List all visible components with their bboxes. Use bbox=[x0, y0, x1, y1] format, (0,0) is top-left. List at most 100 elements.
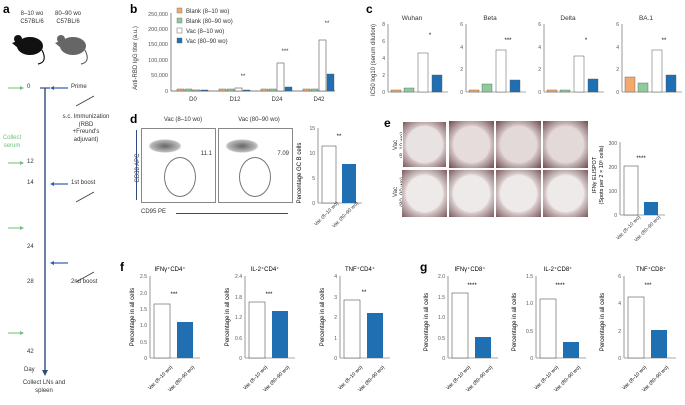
svg-text:4: 4 bbox=[334, 274, 337, 280]
svg-text:0.6: 0.6 bbox=[235, 336, 242, 342]
chart-f-il2-cd4: IL-2⁺CD4⁺ Percentage in all cells 0 0.6 1.… bbox=[225, 266, 295, 393]
svg-text:***: *** bbox=[644, 283, 652, 289]
chart-g: IFNγ⁺CD8⁺ Percentage in all cells 0 0.5 1.… bbox=[424, 266, 676, 393]
svg-text:IFNγ⁺CD4⁺: IFNγ⁺CD4⁺ bbox=[154, 266, 185, 273]
svg-text:Vac (80–90 wo): Vac (80–90 wo) bbox=[186, 39, 228, 45]
collect-serum-label: Collect serum bbox=[2, 135, 22, 149]
svg-text:Delta: Delta bbox=[560, 15, 576, 22]
x-axis-arrow bbox=[176, 213, 288, 214]
svg-text:100: 100 bbox=[609, 189, 618, 195]
svg-text:4: 4 bbox=[618, 301, 621, 307]
old-mouse-icon bbox=[55, 35, 88, 65]
cell-cluster bbox=[225, 139, 259, 153]
svg-text:****: **** bbox=[636, 156, 646, 162]
elispot-well bbox=[543, 170, 588, 217]
panel-d-label: d bbox=[130, 112, 138, 126]
gc-gate bbox=[164, 157, 196, 197]
svg-text:100,000: 100,000 bbox=[148, 58, 168, 64]
flow-title-young: Vac (8–10 wo) bbox=[163, 117, 203, 123]
svg-text:50,000: 50,000 bbox=[151, 73, 168, 79]
svg-text:6: 6 bbox=[618, 274, 621, 280]
svg-text:Anti-RBD IgG titer (a.u.): Anti-RBD IgG titer (a.u.) bbox=[133, 26, 139, 90]
svg-text:0: 0 bbox=[538, 90, 541, 96]
immunization-label: s.c. Immunization (RBD +Freund's adjuvan… bbox=[62, 114, 110, 143]
svg-text:Percentage in all cells: Percentage in all cells bbox=[512, 293, 518, 351]
svg-text:BA.1: BA.1 bbox=[639, 15, 653, 22]
y-axis-arrow bbox=[136, 130, 137, 200]
svg-text:Percentage in all cells: Percentage in all cells bbox=[320, 288, 326, 346]
svg-text:0.5: 0.5 bbox=[526, 329, 533, 335]
svg-text:0: 0 bbox=[616, 90, 619, 96]
svg-text:8: 8 bbox=[382, 22, 385, 28]
svg-text:250,000: 250,000 bbox=[148, 12, 168, 18]
svg-text:***: *** bbox=[504, 38, 512, 44]
day-24: 24 bbox=[27, 244, 34, 250]
svg-text:2: 2 bbox=[334, 315, 337, 321]
elispot-well bbox=[449, 121, 494, 168]
svg-text:300: 300 bbox=[609, 141, 618, 147]
svg-text:2: 2 bbox=[382, 73, 385, 79]
chart-c: IC50 log10 (serum dilution) Wuhan 0 2 4 6 8 … bbox=[371, 15, 682, 96]
cell-cluster bbox=[148, 139, 182, 153]
day-14: 14 bbox=[27, 180, 34, 186]
svg-text:0: 0 bbox=[165, 89, 168, 95]
svg-text:*: * bbox=[429, 33, 432, 39]
svg-text:150,000: 150,000 bbox=[148, 42, 168, 48]
svg-text:**: ** bbox=[662, 38, 667, 44]
panel-g-label: g bbox=[420, 260, 428, 274]
svg-text:1.5: 1.5 bbox=[438, 295, 445, 301]
mouse-icons bbox=[12, 35, 88, 65]
panel-e-label: e bbox=[384, 116, 391, 130]
svg-text:*: * bbox=[585, 38, 588, 44]
flow-title-old: Vac (80–90 wo) bbox=[238, 117, 280, 123]
svg-text:Vac (8–10 wo): Vac (8–10 wo) bbox=[186, 29, 224, 35]
svg-text:**: ** bbox=[241, 74, 246, 80]
svg-text:IC50 log10 (serum dilution): IC50 log10 (serum dilution) bbox=[371, 24, 377, 96]
svg-text:Blank (8–10 wo): Blank (8–10 wo) bbox=[186, 9, 229, 15]
svg-text:TNF⁺CD4⁺: TNF⁺CD4⁺ bbox=[345, 266, 375, 273]
svg-text:IL-2⁺CD4⁺: IL-2⁺CD4⁺ bbox=[251, 266, 280, 273]
day-axis-label: Day bbox=[24, 367, 35, 373]
chart-c-delta: Delta 0 2 4 6 * bbox=[538, 15, 604, 96]
gc-gate bbox=[239, 157, 271, 197]
svg-text:**: ** bbox=[337, 134, 342, 140]
svg-text:4: 4 bbox=[460, 45, 463, 51]
elispot-well bbox=[402, 170, 447, 217]
svg-text:2: 2 bbox=[616, 67, 619, 73]
elispot-well bbox=[449, 170, 494, 217]
gate-value-old: 7.09 bbox=[277, 151, 289, 157]
chart-e: IFNγ ELISPOT (Spots per 2 × 10⁵ cells) 0… bbox=[592, 141, 665, 243]
svg-text:Percentage in all cells: Percentage in all cells bbox=[130, 288, 136, 346]
svg-text:3: 3 bbox=[334, 295, 337, 301]
svg-text:2.0: 2.0 bbox=[438, 274, 445, 280]
chart-g-tnf-cd8: TNF⁺CD8⁺ Percentage in all cells 0 2 4 6 **… bbox=[600, 266, 676, 393]
svg-text:0: 0 bbox=[530, 356, 533, 362]
svg-text:D24: D24 bbox=[271, 97, 283, 103]
svg-text:****: **** bbox=[555, 283, 565, 289]
svg-text:0.5: 0.5 bbox=[140, 340, 147, 346]
syringe-icon bbox=[75, 95, 95, 283]
boost2-label: 2nd boost bbox=[71, 279, 98, 285]
svg-text:1.0: 1.0 bbox=[140, 323, 147, 329]
svg-text:Percentage GC B cells: Percentage GC B cells bbox=[297, 143, 303, 204]
svg-text:4: 4 bbox=[616, 45, 619, 51]
svg-text:Beta: Beta bbox=[483, 15, 497, 22]
elispot-well bbox=[402, 121, 447, 168]
svg-text:TNF⁺CD8⁺: TNF⁺CD8⁺ bbox=[636, 266, 666, 273]
chart-f: IFNγ⁺CD4⁺ Percentage in all cells 0 0.5 1.… bbox=[130, 266, 390, 393]
svg-text:D0: D0 bbox=[189, 97, 197, 103]
svg-text:0: 0 bbox=[618, 356, 621, 362]
svg-text:0: 0 bbox=[382, 90, 385, 96]
panel-b-label: b bbox=[130, 2, 138, 16]
elispot-wells bbox=[402, 121, 588, 217]
old-mouse-label: 80–90 wo C57BL/6 bbox=[54, 11, 82, 25]
chart-g-il2-cd8: IL-2⁺CD8⁺ Percentage in all cells 0 0.5 1.… bbox=[512, 266, 586, 393]
svg-text:0: 0 bbox=[460, 90, 463, 96]
young-mouse-icon bbox=[12, 35, 45, 65]
flow-x-axis-label: CD95 PE bbox=[141, 209, 167, 215]
chart-c-beta: Beta 0 2 4 6 *** bbox=[460, 15, 526, 96]
gate-value-young: 11.1 bbox=[200, 151, 212, 157]
svg-text:D42: D42 bbox=[313, 97, 325, 103]
svg-text:0: 0 bbox=[334, 356, 337, 362]
chart-c-wuhan: Wuhan 0 2 4 6 8 * bbox=[382, 15, 448, 96]
